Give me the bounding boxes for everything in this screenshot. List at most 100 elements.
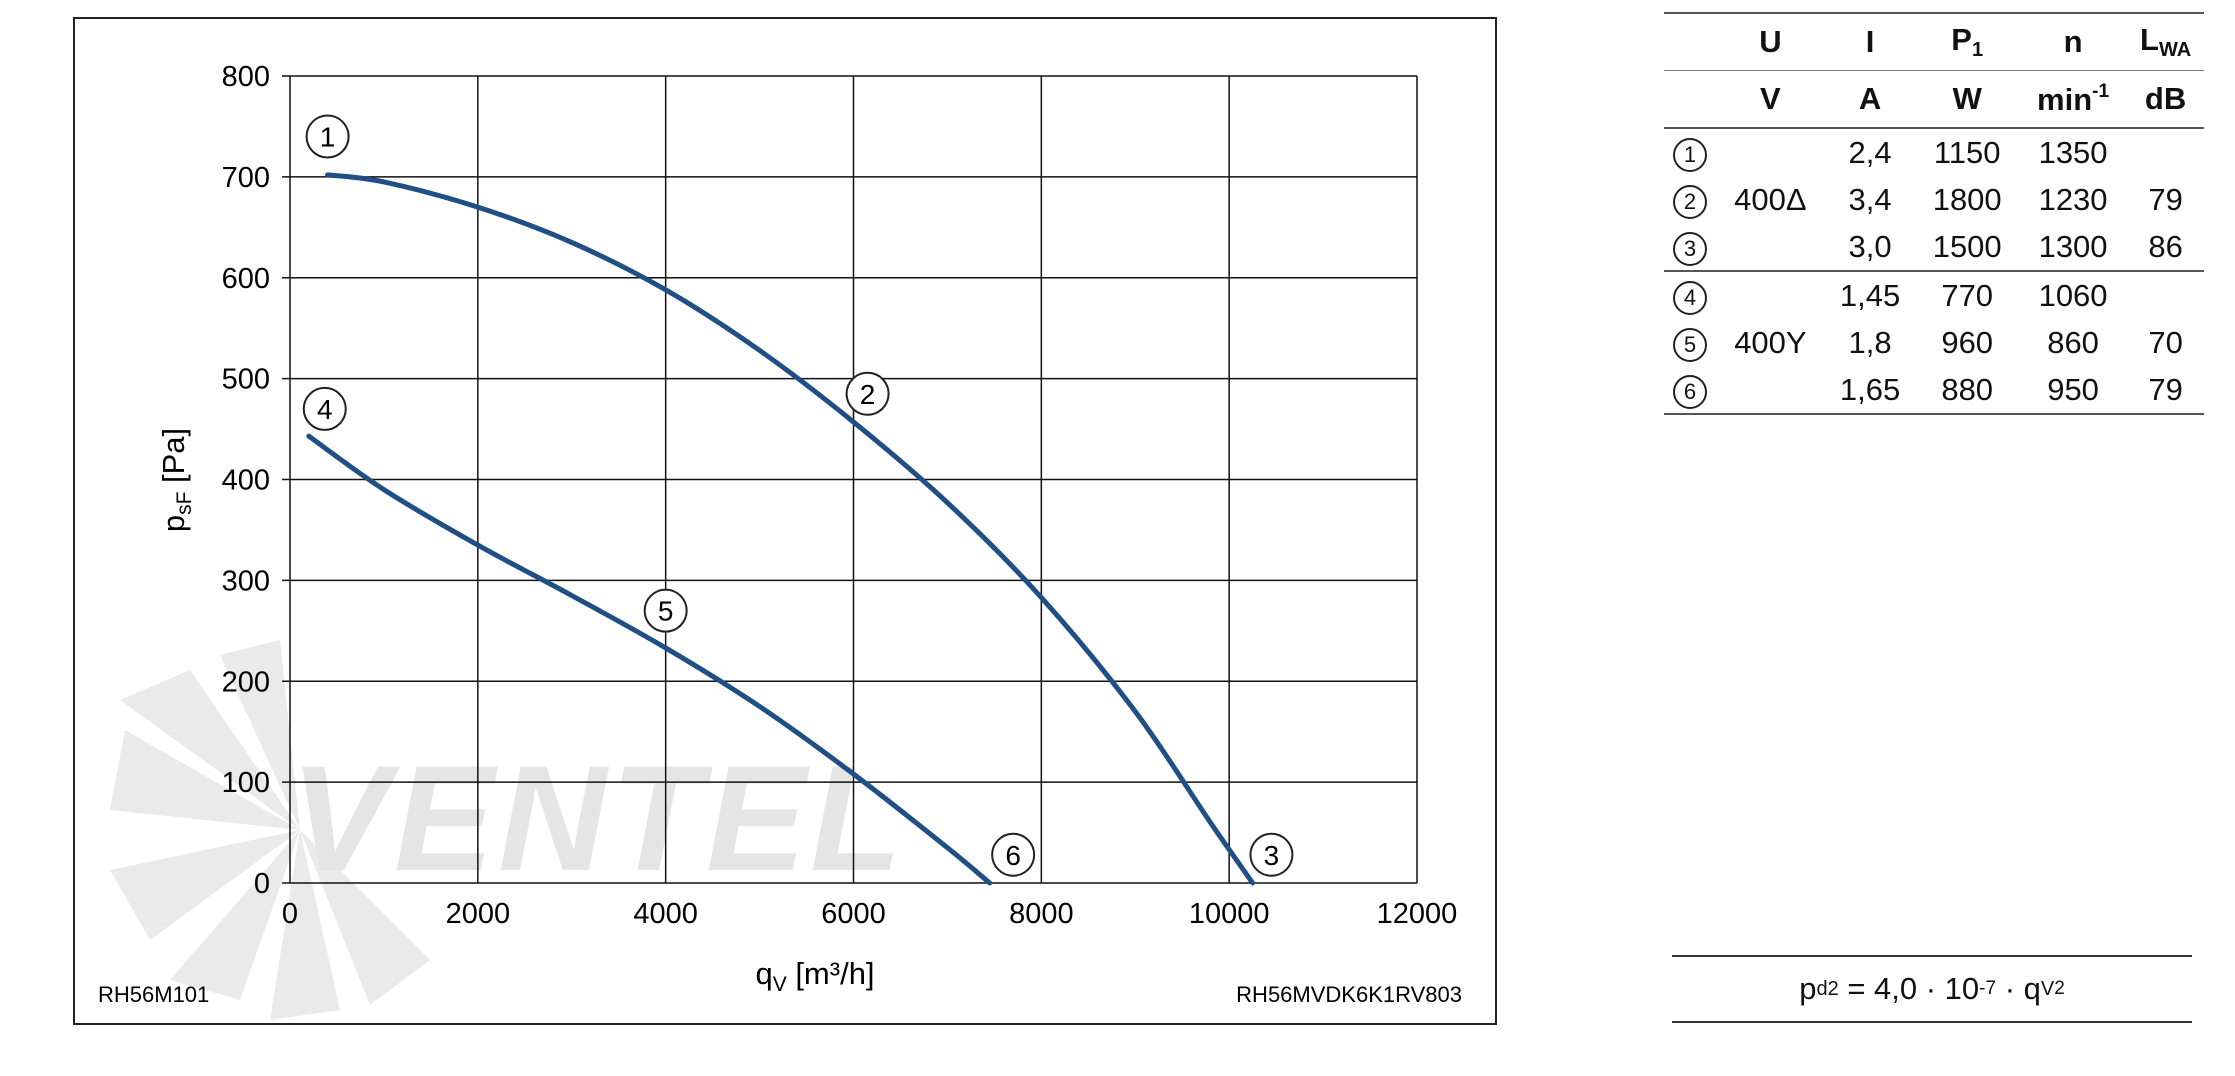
cell-current: 3,4 bbox=[1848, 181, 1892, 217]
cell-sound: 86 bbox=[2127, 223, 2204, 272]
cell-sound: 79 bbox=[2127, 366, 2204, 415]
x-tick-label: 10000 bbox=[1189, 898, 1270, 930]
y-tick-label: 200 bbox=[222, 666, 270, 698]
marker-label: 4 bbox=[317, 394, 333, 425]
y-tick-label: 300 bbox=[222, 565, 270, 597]
col-n: n bbox=[2018, 12, 2128, 71]
cell-sound: 70 bbox=[2148, 324, 2183, 360]
cell-speed: 860 bbox=[2047, 324, 2099, 360]
marker-circle bbox=[991, 832, 1036, 877]
row-number: 6 bbox=[1673, 374, 1707, 409]
unit-i: A bbox=[1824, 70, 1916, 129]
cell-speed: 1060 bbox=[2038, 277, 2108, 313]
x-tick-label: 6000 bbox=[821, 898, 886, 930]
unit-p: W bbox=[1915, 70, 2019, 129]
cell-power: 1800 bbox=[1932, 181, 2002, 217]
marker-circle bbox=[302, 386, 347, 431]
cell-voltage bbox=[1716, 128, 1825, 176]
unit-n: min-1 bbox=[2018, 70, 2128, 129]
x-tick-label: 4000 bbox=[633, 898, 698, 930]
spec-table: U I P1 n LWA V A W min-1 dB 1 2,4 1150 1350… bbox=[1664, 12, 2204, 415]
y-tick-label: 800 bbox=[222, 61, 270, 93]
row-number: 3 bbox=[1673, 231, 1707, 266]
table-row: 5 400Y 1,8 960 860 70 bbox=[1664, 319, 2204, 366]
row-number-cell: 1 bbox=[1664, 128, 1716, 176]
cell-power: 880 bbox=[1915, 366, 2019, 415]
marker-circle bbox=[643, 588, 688, 633]
cell-current: 1,8 bbox=[1848, 324, 1892, 360]
table-row: 2 400Δ 3,4 1800 1230 79 bbox=[1664, 176, 2204, 223]
cell-voltage bbox=[1716, 271, 1825, 319]
row-number: 2 bbox=[1673, 184, 1707, 219]
cell-voltage: 400Δ bbox=[1734, 181, 1807, 217]
cell-speed: 950 bbox=[2018, 366, 2128, 415]
cell-speed: 1350 bbox=[2038, 134, 2108, 170]
row-number-cell: 6 bbox=[1664, 366, 1716, 415]
y-tick-label: 400 bbox=[222, 465, 270, 497]
table-units-row: V A W min-1 dB bbox=[1664, 70, 2204, 129]
curve-marker: 1 bbox=[305, 114, 350, 159]
curve-marker: 2 bbox=[845, 371, 890, 416]
table-row: 4 1,45 770 1060 bbox=[1664, 271, 2204, 319]
curve-marker: 4 bbox=[302, 386, 347, 431]
table-row: 1 2,4 1150 1350 bbox=[1664, 128, 2204, 176]
cell-current: 3,0 bbox=[1824, 223, 1916, 272]
cell-sound bbox=[2127, 271, 2204, 319]
cell-current: 1,45 bbox=[1839, 277, 1901, 313]
table-header-row: U I P1 n LWA bbox=[1664, 12, 2204, 71]
unit-u: V bbox=[1716, 70, 1825, 129]
curve-marker: 6 bbox=[991, 832, 1036, 877]
x-tick-label: 0 bbox=[282, 898, 298, 930]
curve-marker: 3 bbox=[1249, 832, 1294, 877]
cell-speed: 1300 bbox=[2018, 223, 2128, 272]
marker-label: 3 bbox=[1264, 840, 1280, 871]
cell-speed: 1230 bbox=[2038, 181, 2108, 217]
marker-circle bbox=[845, 371, 890, 416]
y-tick-label: 700 bbox=[222, 162, 270, 194]
series-line-2 bbox=[306, 433, 993, 886]
row-number-cell: 2 bbox=[1664, 176, 1716, 223]
row-number-cell: 4 bbox=[1664, 271, 1716, 319]
x-tick-label: 8000 bbox=[1009, 898, 1074, 930]
cell-voltage bbox=[1716, 366, 1825, 415]
table-row: 6 1,65 880 950 79 bbox=[1664, 366, 2204, 415]
marker-label: 6 bbox=[1005, 840, 1021, 871]
marker-label: 5 bbox=[658, 596, 674, 627]
cell-power: 1500 bbox=[1915, 223, 2019, 272]
row-number-cell: 5 bbox=[1664, 319, 1716, 366]
unit-l: dB bbox=[2127, 70, 2204, 129]
row-number: 4 bbox=[1673, 280, 1707, 315]
ventel-watermark: VENTEL bbox=[110, 640, 906, 1020]
y-tick-label: 500 bbox=[222, 364, 270, 396]
table-row: 3 3,0 1500 1300 86 bbox=[1664, 223, 2204, 272]
cell-power: 1150 bbox=[1933, 134, 2001, 170]
cell-power: 770 bbox=[1941, 277, 1994, 313]
row-number: 5 bbox=[1673, 327, 1707, 362]
y-axis-label: psF [Pa] bbox=[156, 428, 196, 532]
cell-sound bbox=[2127, 128, 2204, 176]
model-left-label: RH56M101 bbox=[98, 982, 209, 1007]
model-right-label: RH56MVDK6K1RV803 bbox=[1236, 982, 1462, 1007]
col-l: LWA bbox=[2127, 12, 2204, 71]
cell-current: 1,65 bbox=[1824, 366, 1916, 415]
x-axis-label: qV [m³/h] bbox=[755, 956, 874, 996]
row-number: 1 bbox=[1673, 137, 1707, 172]
x-tick-label: 12000 bbox=[1377, 898, 1458, 930]
x-tick-label: 2000 bbox=[446, 898, 511, 930]
cell-sound: 79 bbox=[2148, 181, 2183, 217]
row-number-cell: 3 bbox=[1664, 223, 1716, 272]
marker-circle bbox=[1249, 832, 1294, 877]
marker-circle bbox=[305, 114, 350, 159]
cell-power: 960 bbox=[1941, 324, 1994, 360]
y-tick-label: 600 bbox=[222, 263, 270, 295]
col-i: I bbox=[1824, 12, 1916, 71]
cell-voltage: 400Y bbox=[1734, 324, 1807, 360]
y-tick-label: 100 bbox=[222, 767, 270, 799]
col-p: P1 bbox=[1915, 12, 2019, 71]
marker-label: 2 bbox=[860, 379, 876, 410]
series-line-1 bbox=[325, 172, 1256, 886]
col-u: U bbox=[1716, 12, 1825, 71]
watermark-text: VENTEL bbox=[290, 734, 906, 902]
marker-label: 1 bbox=[320, 122, 336, 153]
